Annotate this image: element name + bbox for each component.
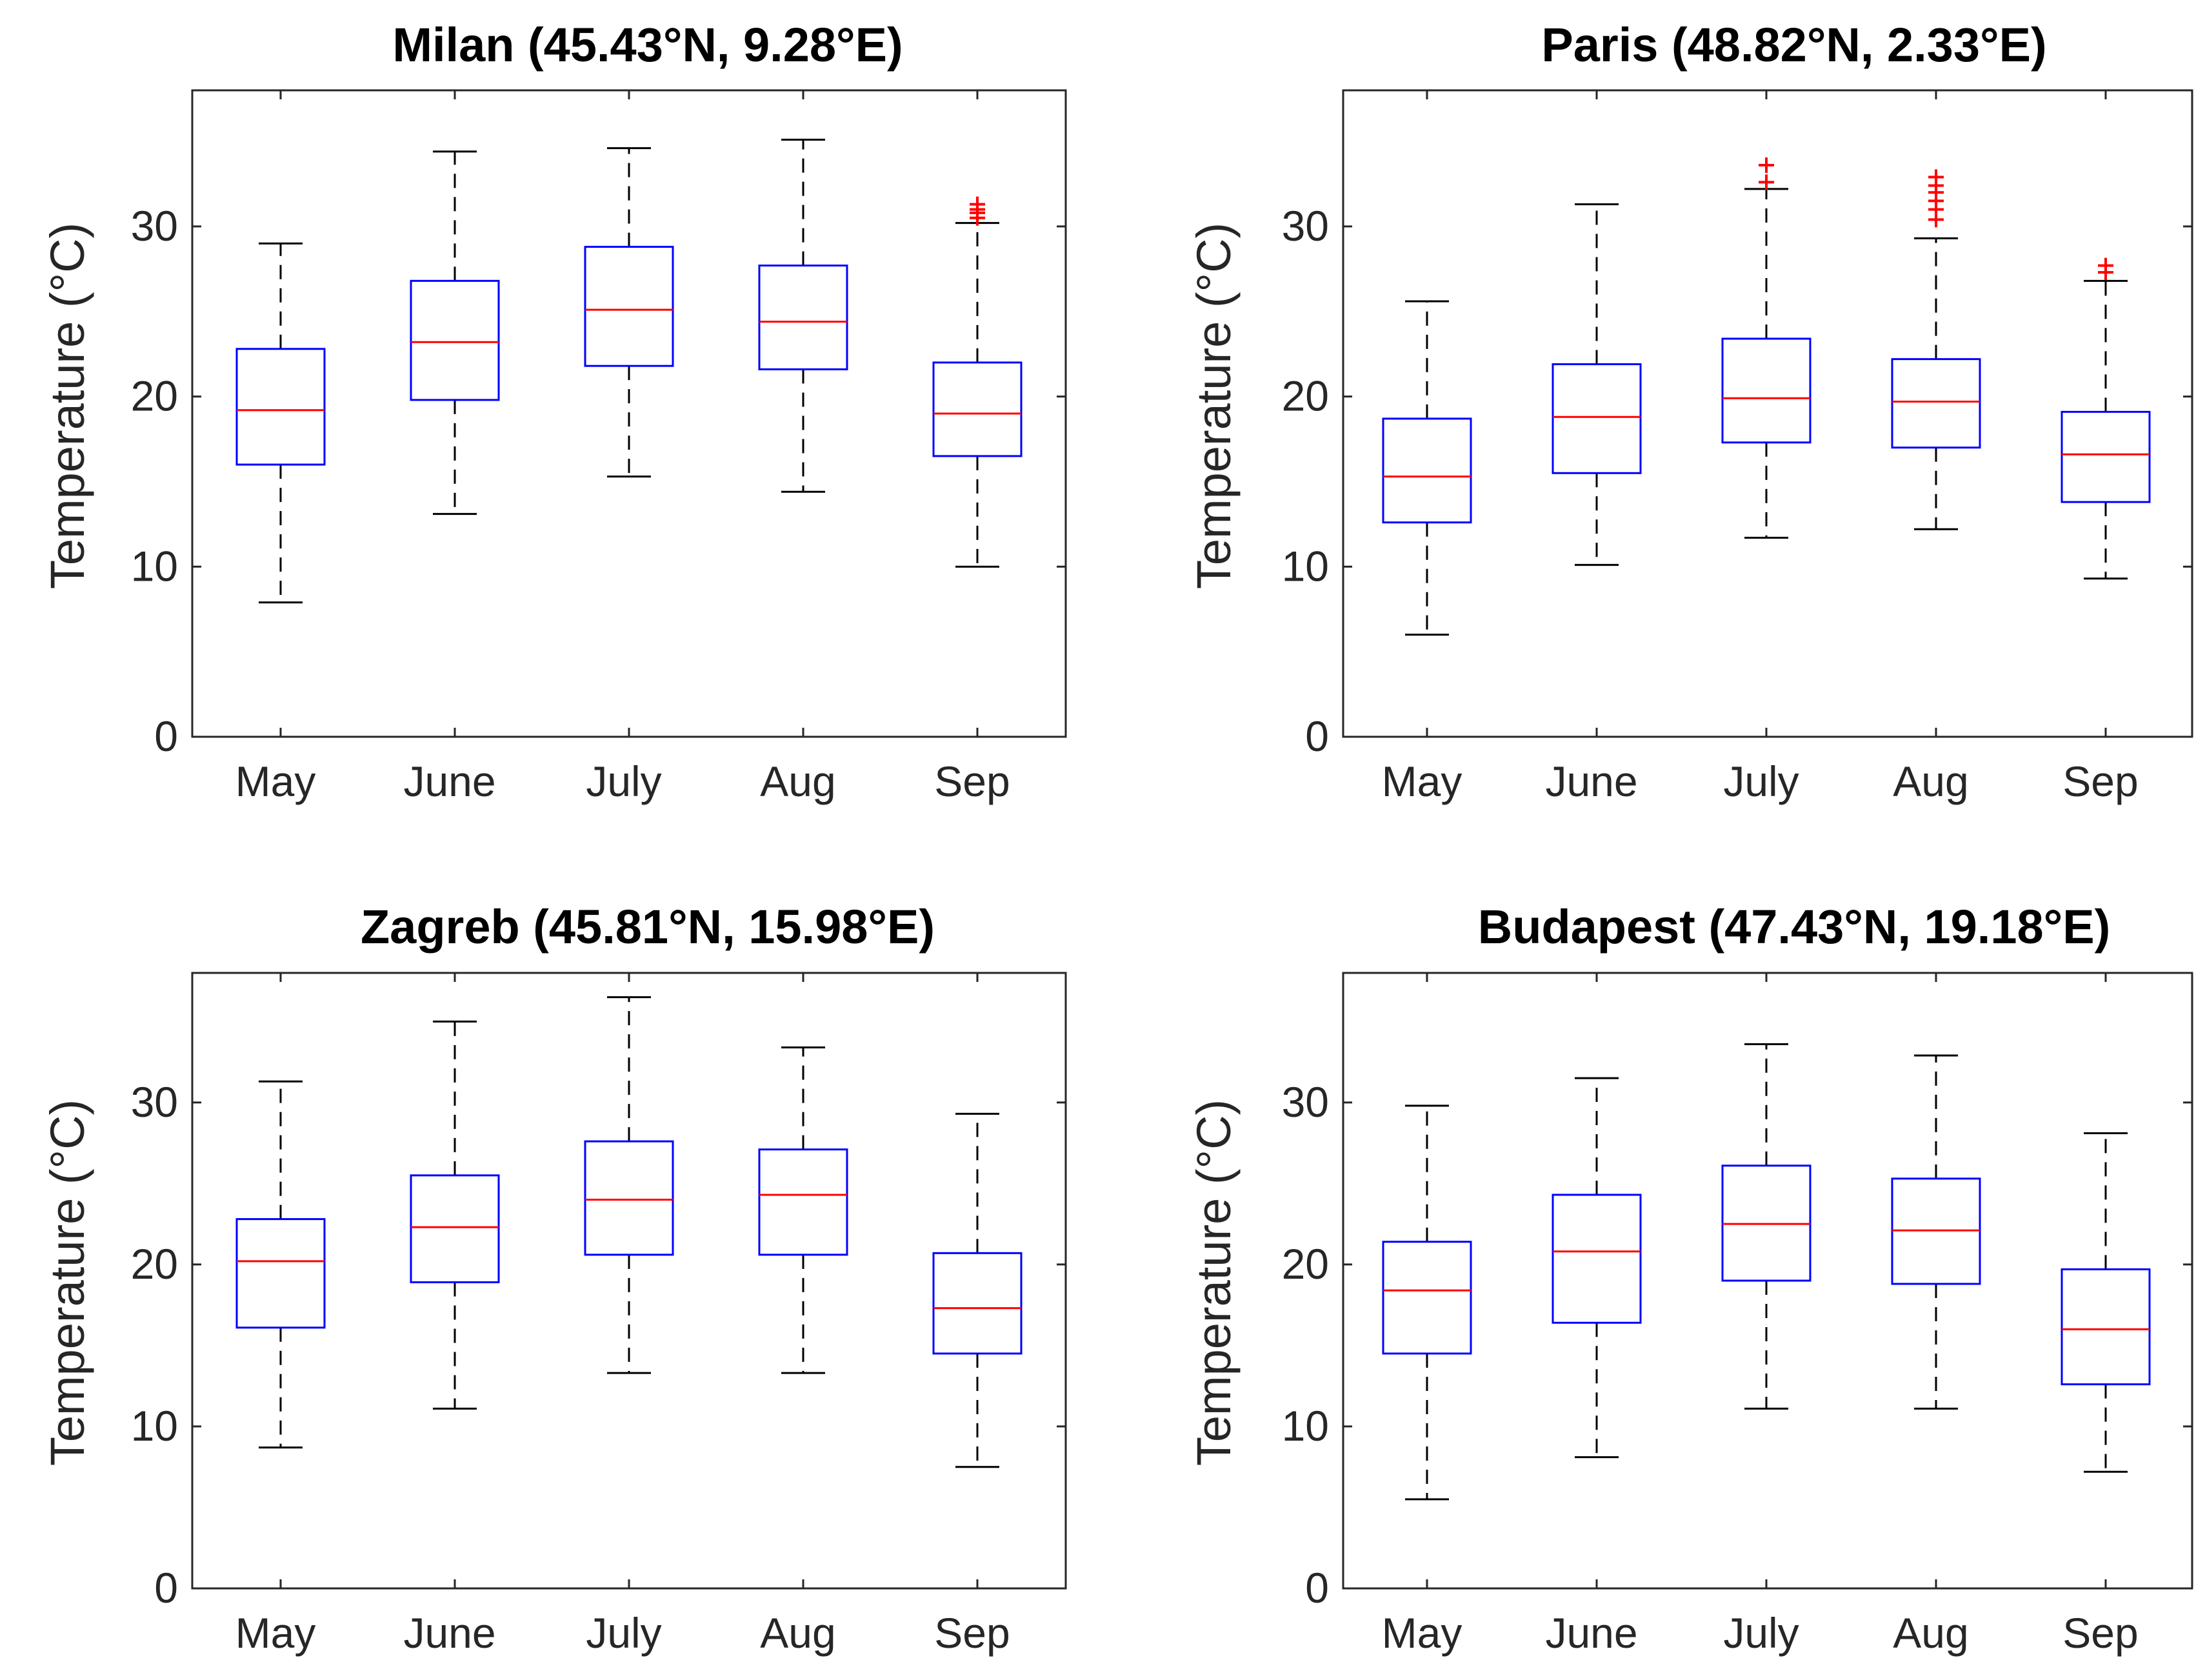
box-may <box>235 242 326 604</box>
box-july <box>584 147 674 478</box>
x-tick-label: July <box>1723 757 1799 805</box>
box-sep <box>932 196 1023 568</box>
box-aug <box>758 1046 848 1374</box>
y-tick-label: 30 <box>131 202 178 250</box>
iqr-box <box>410 1174 500 1284</box>
panel-title: Budapest (47.43°N, 19.18°E) <box>1478 900 2110 954</box>
x-tick-label: Aug <box>1893 1609 1968 1657</box>
x-tick-label: June <box>1545 1609 1637 1657</box>
y-tick-label: 0 <box>154 1564 178 1612</box>
x-tick-label: July <box>586 1609 661 1657</box>
panel-title: Milan (45.43°N, 9.28°E) <box>392 18 903 72</box>
y-tick-label: 20 <box>1282 372 1329 420</box>
iqr-box <box>1382 417 1472 524</box>
panel-budapest: Budapest (47.43°N, 19.18°E) Temperature … <box>1187 900 2193 1657</box>
x-tick-label: May <box>1382 1609 1462 1657</box>
x-tick-label: Sep <box>2062 757 2138 805</box>
y-tick-label: 0 <box>1305 1564 1329 1612</box>
x-tick-label: Aug <box>760 757 835 805</box>
panel-title: Paris (48.82°N, 2.33°E) <box>1541 18 2046 72</box>
y-tick-label: 0 <box>154 712 178 760</box>
box-june <box>1552 1077 1642 1459</box>
y-tick-label: 20 <box>131 372 178 420</box>
x-tick-label: May <box>235 1609 316 1657</box>
y-axis-label: Temperature (°C) <box>41 1099 94 1466</box>
iqr-box <box>235 348 326 466</box>
box-june <box>1552 203 1642 566</box>
box-sep <box>2061 1132 2151 1473</box>
iqr-box <box>1552 363 1642 474</box>
axes-box <box>1342 972 2193 1590</box>
y-tick-label: 10 <box>131 1402 178 1450</box>
y-tick-label: 30 <box>131 1078 178 1126</box>
y-tick-label: 10 <box>1282 542 1329 590</box>
y-axis-label: Temperature (°C) <box>1187 1099 1241 1466</box>
iqr-box <box>932 1252 1023 1355</box>
x-tick-label: June <box>403 1609 495 1657</box>
box-july <box>584 996 674 1374</box>
box-june <box>410 1020 500 1410</box>
y-tick-label: 10 <box>1282 1402 1329 1450</box>
y-axis-label: Temperature (°C) <box>1187 223 1241 589</box>
x-tick-label: Sep <box>2062 1609 2138 1657</box>
outlier-marker <box>1759 157 1774 174</box>
iqr-box <box>1552 1194 1642 1324</box>
iqr-box <box>1382 1241 1472 1355</box>
box-aug <box>1891 1054 1981 1410</box>
x-tick-label: May <box>235 757 316 805</box>
y-tick-label: 10 <box>131 542 178 590</box>
x-tick-label: July <box>1723 1609 1799 1657</box>
box-july <box>1721 157 1812 539</box>
x-tick-label: Aug <box>760 1609 835 1657</box>
box-may <box>1382 300 1472 636</box>
iqr-box <box>584 246 674 367</box>
y-axis-label: Temperature (°C) <box>41 223 94 589</box>
iqr-box <box>2061 410 2151 503</box>
x-tick-label: May <box>1382 757 1462 805</box>
axes-box <box>1342 89 2193 738</box>
x-tick-label: July <box>586 757 661 805</box>
y-tick-label: 30 <box>1282 202 1329 250</box>
y-tick-label: 0 <box>1305 712 1329 760</box>
box-aug <box>1891 169 1981 530</box>
panel-title: Zagreb (45.81°N, 15.98°E) <box>361 900 935 954</box>
iqr-box <box>2061 1268 2151 1386</box>
panel-milan: Milan (45.43°N, 9.28°E) Temperature (°C)… <box>41 18 1067 805</box>
box-may <box>1382 1105 1472 1501</box>
box-sep <box>932 1112 1023 1468</box>
iqr-box <box>758 265 848 370</box>
box-may <box>235 1080 326 1449</box>
x-tick-label: Sep <box>934 1609 1010 1657</box>
x-tick-label: Sep <box>934 757 1010 805</box>
iqr-box <box>235 1218 326 1329</box>
y-tick-label: 20 <box>1282 1240 1329 1288</box>
panel-paris: Paris (48.82°N, 2.33°E) Temperature (°C)… <box>1187 18 2193 805</box>
iqr-box <box>584 1140 674 1256</box>
iqr-box <box>758 1148 848 1256</box>
box-aug <box>758 138 848 493</box>
box-june <box>410 150 500 515</box>
outlier-marker <box>970 196 985 212</box>
x-tick-label: June <box>1545 757 1637 805</box>
outlier-marker <box>1928 169 1944 185</box>
x-tick-label: June <box>403 757 495 805</box>
panel-zagreb: Zagreb (45.81°N, 15.98°E) Temperature (°… <box>41 900 1067 1657</box>
x-tick-label: Aug <box>1893 757 1968 805</box>
outlier-marker <box>2098 257 2113 274</box>
y-tick-label: 20 <box>131 1240 178 1288</box>
iqr-box <box>1721 337 1812 444</box>
box-sep <box>2061 257 2151 580</box>
outlier-marker <box>1759 174 1774 190</box>
iqr-box <box>410 279 500 401</box>
box-july <box>1721 1043 1812 1410</box>
iqr-box <box>1891 358 1981 449</box>
y-tick-label: 30 <box>1282 1078 1329 1126</box>
iqr-box <box>932 361 1023 457</box>
